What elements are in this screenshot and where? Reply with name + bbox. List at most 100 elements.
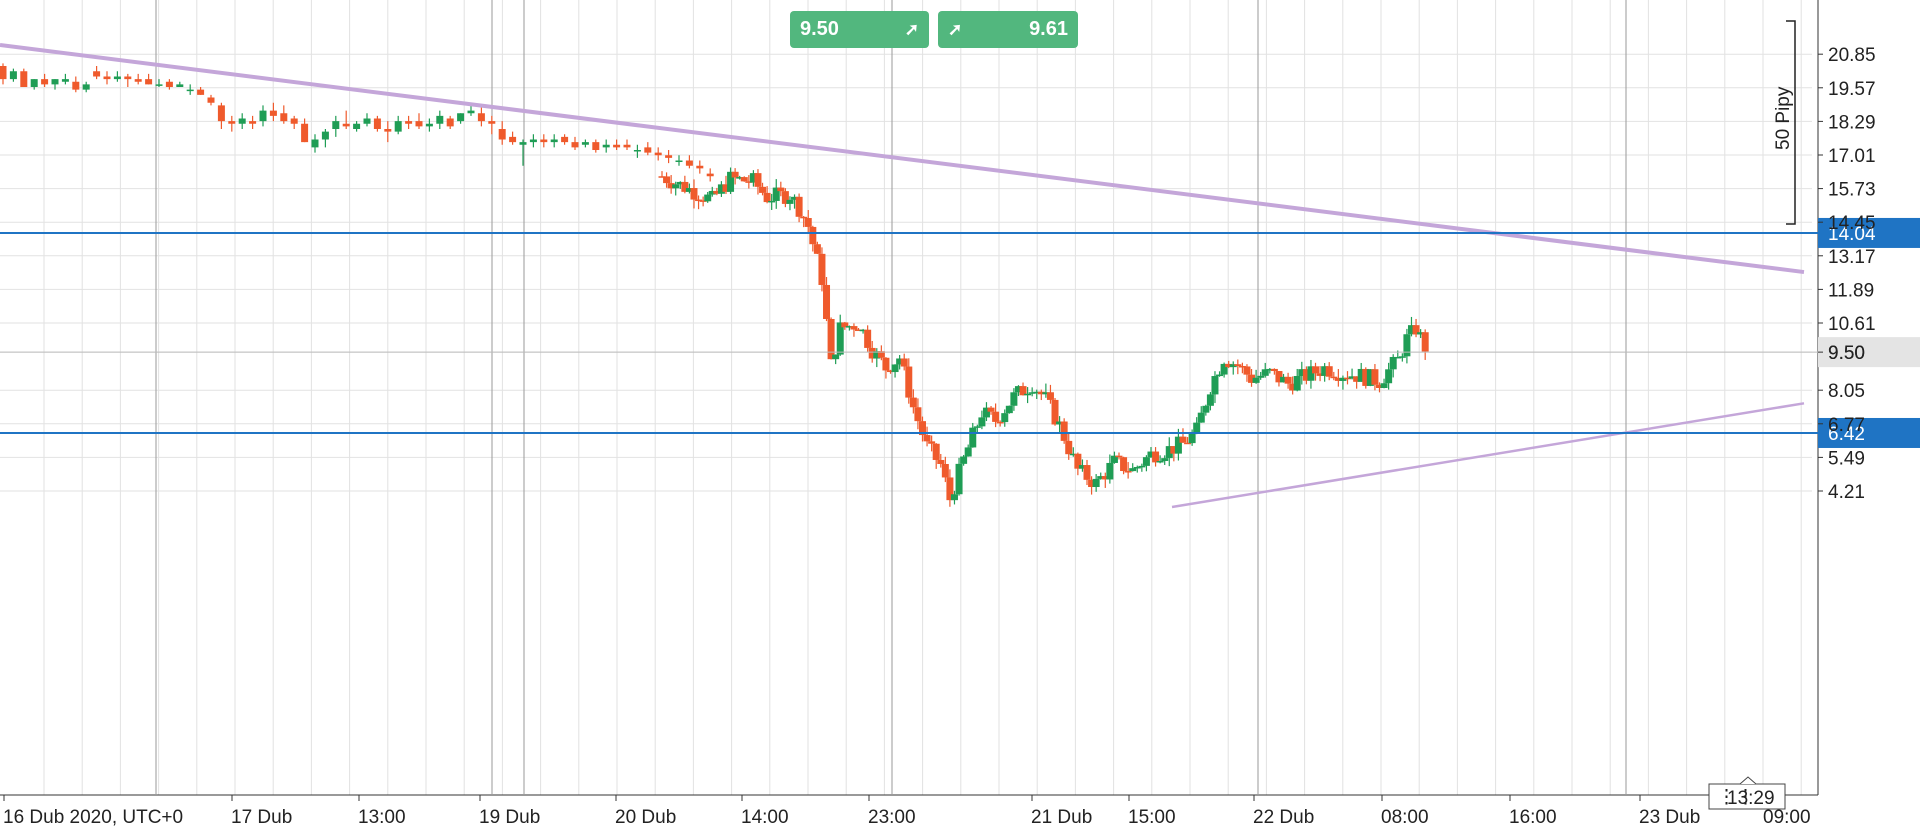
candle-body: [561, 136, 569, 143]
candle-body: [30, 79, 38, 87]
candle-body: [950, 494, 958, 501]
sell-price-value: 9.50: [800, 18, 839, 40]
time-axis[interactable]: 16 Dub 2020, UTC+0 17 Dub 13:00 19 Dub 20 Du…: [3, 795, 1811, 828]
candle-body: [1220, 363, 1228, 375]
candle-body: [1403, 334, 1411, 357]
price-tick-label: 15.73: [1828, 180, 1876, 201]
trendline[interactable]: [1171, 402, 1805, 509]
time-tick-label: 19 Dub: [479, 807, 540, 828]
candle-body: [932, 443, 940, 460]
horizontal-line-label: 6.42: [1828, 424, 1865, 445]
candle-body: [777, 187, 785, 192]
candle-body: [1284, 376, 1292, 384]
candle-body: [1293, 375, 1301, 391]
candle-body: [1152, 451, 1160, 463]
arrow-up-right-icon: ➚: [948, 19, 963, 39]
candle-body: [1129, 468, 1137, 472]
candle-body: [1257, 375, 1265, 378]
candle-body: [311, 139, 319, 148]
candle-body: [1348, 376, 1356, 379]
candle-body: [1394, 356, 1402, 359]
candle-body: [1366, 369, 1374, 386]
price-tick-label: 10.61: [1828, 314, 1876, 335]
candle-body: [592, 142, 600, 150]
candle-body: [51, 79, 59, 85]
candle-body: [1385, 369, 1393, 384]
sell-price-button[interactable]: 9.50 ➚: [790, 11, 929, 48]
candle-body: [498, 129, 506, 140]
candle-body: [113, 76, 121, 80]
candle-body: [1014, 386, 1022, 393]
candle-body: [1193, 422, 1201, 433]
horizontal-line-label-bg: [1818, 217, 1920, 248]
candle-body: [290, 118, 298, 124]
time-tick-label: 23 Dub: [1639, 807, 1700, 828]
candle-body: [1010, 392, 1018, 406]
candle-body: [740, 177, 748, 182]
candle-body: [1321, 366, 1329, 376]
price-tick-label: 14.45: [1828, 213, 1876, 234]
candle-body: [1065, 440, 1073, 455]
buy-price-button[interactable]: ➚ 9.61: [938, 11, 1078, 48]
trendline[interactable]: [0, 43, 1805, 275]
candle-body: [832, 354, 840, 360]
candle-body: [676, 181, 684, 185]
candle-body: [786, 199, 794, 204]
candle-body: [134, 79, 142, 82]
candle-body: [1147, 451, 1155, 458]
price-axis[interactable]: 20.85 19.57 18.29 17.01 15.73 14.45 13.17 11.89…: [1818, 45, 1876, 503]
candle-body: [1142, 457, 1150, 466]
candle-body: [1110, 455, 1118, 463]
price-tick-label: 8.05: [1828, 381, 1865, 402]
current-price-label: 9.50: [1828, 343, 1865, 364]
current-time-icon: ⋮⋮: [1717, 787, 1755, 808]
candle-body: [1344, 377, 1351, 380]
candle-body: [695, 199, 703, 202]
candle-body: [708, 190, 716, 195]
candle-body: [964, 447, 972, 457]
candle-body: [973, 426, 981, 428]
pip-scale-label: 50 Pipy: [1773, 86, 1794, 150]
candle-body: [1353, 376, 1361, 382]
candle-body: [982, 407, 990, 418]
candle-body: [675, 160, 683, 162]
candle-body: [0, 66, 7, 80]
candle-body: [1202, 405, 1210, 413]
price-tick-label: 18.29: [1828, 112, 1876, 133]
time-tick-label: 20 Dub: [615, 807, 676, 828]
trendlines[interactable]: [0, 43, 1805, 509]
horizontal-line-label: 14.04: [1828, 224, 1876, 245]
candle-body: [1124, 471, 1132, 473]
candle-body: [301, 123, 309, 143]
buy-price-value: 9.61: [1029, 18, 1068, 40]
chart-grid: [0, 0, 1819, 796]
candle-body: [704, 194, 712, 202]
candle-body: [887, 370, 894, 373]
candle-body: [1088, 479, 1096, 488]
candle-body: [654, 152, 662, 156]
candle-body: [836, 322, 844, 355]
candle-body: [176, 84, 184, 87]
candle-body: [941, 463, 949, 478]
candle-body: [1371, 369, 1379, 385]
candle-body: [768, 200, 776, 203]
candle-body: [1174, 436, 1182, 454]
candle-body: [955, 463, 963, 495]
price-tick-label: 4.21: [1828, 482, 1865, 503]
price-tick-label: 11.89: [1828, 280, 1874, 301]
candle-body: [1307, 366, 1315, 381]
horizontal-lines[interactable]: 14.04 6.42 9.50: [0, 217, 1920, 448]
candle-body: [1407, 325, 1415, 335]
candle-body: [1375, 384, 1383, 388]
candle-body: [1334, 378, 1342, 381]
candle-body: [946, 477, 954, 501]
candle-body: [713, 190, 721, 194]
candle-body: [1037, 391, 1045, 395]
candle-body: [384, 129, 392, 132]
candle-body: [781, 191, 789, 204]
candle-body: [827, 318, 835, 360]
candle-body: [699, 200, 707, 202]
candle-body: [1051, 399, 1059, 425]
candle-body: [987, 407, 995, 412]
